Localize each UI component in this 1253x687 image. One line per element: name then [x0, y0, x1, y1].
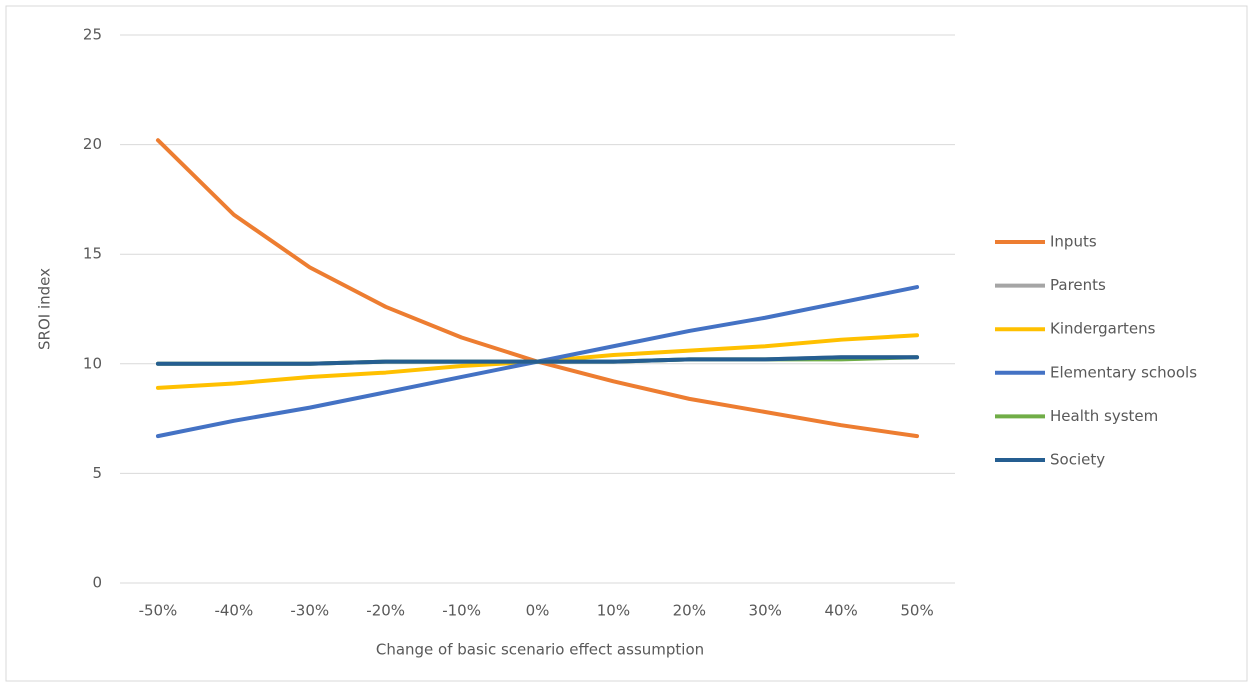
x-tick-label: 30%: [749, 602, 782, 620]
x-tick-label: -30%: [290, 602, 329, 620]
x-tick-label: 20%: [673, 602, 706, 620]
legend-label: Elementary schools: [1050, 363, 1197, 381]
y-tick-label: 10: [83, 354, 102, 372]
y-tick-label: 5: [92, 464, 102, 482]
series-line: [155, 355, 920, 366]
x-tick-label: -40%: [214, 602, 253, 620]
legend-label: Parents: [1050, 276, 1106, 294]
x-tick-label: 40%: [824, 602, 857, 620]
legend-label: Society: [1050, 451, 1105, 469]
x-axis-title: Change of basic scenario effect assumpti…: [376, 641, 704, 659]
x-tick-label: 50%: [900, 602, 933, 620]
y-tick-label: 0: [92, 574, 102, 592]
y-tick-label: 15: [83, 245, 102, 263]
x-tick-label: 0%: [526, 602, 550, 620]
x-tick-label: -50%: [139, 602, 178, 620]
x-tick-label: 10%: [597, 602, 630, 620]
y-tick-label: 20: [83, 135, 102, 153]
legend-label: Kindergartens: [1050, 320, 1156, 338]
legend-label: Inputs: [1050, 233, 1097, 251]
y-axis-title: SROI index: [36, 268, 54, 350]
legend-label: Health system: [1050, 407, 1158, 425]
x-tick-label: -10%: [442, 602, 481, 620]
y-tick-label: 25: [83, 26, 102, 44]
x-tick-label: -20%: [366, 602, 405, 620]
